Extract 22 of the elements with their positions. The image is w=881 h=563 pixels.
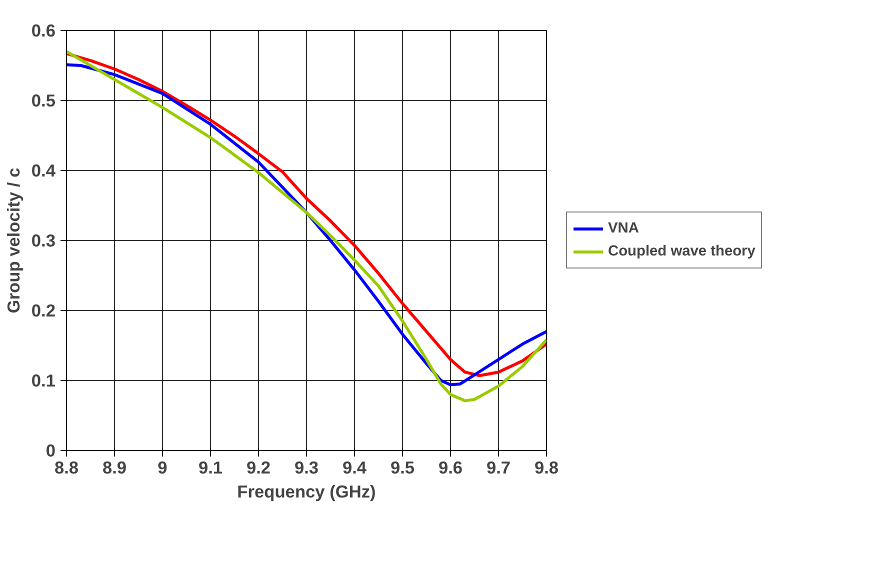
x-tick-label: 9.8 [534, 458, 559, 478]
x-tick-label: 9.4 [342, 458, 367, 478]
y-tick-label: 0.6 [31, 20, 56, 40]
x-tick-label: 9 [158, 458, 168, 478]
x-tick-label: 9.6 [438, 458, 463, 478]
x-tick-label: 8.9 [102, 458, 127, 478]
x-tick-label: 9.7 [486, 458, 511, 478]
y-tick-label: 0 [46, 440, 56, 460]
x-axis-title: Frequency (GHz) [237, 482, 376, 502]
x-tick-label: 9.1 [198, 458, 223, 478]
y-axis-title: Group velocity / c [3, 167, 24, 314]
y-tick-label: 0.3 [31, 230, 56, 250]
legend-label: VNA [608, 220, 639, 236]
legend-label: Coupled wave theory [608, 244, 756, 260]
x-tick-label: 9.5 [390, 458, 415, 478]
x-tick-label: 9.3 [294, 458, 319, 478]
y-tick-label: 0.4 [31, 160, 56, 180]
y-tick-label: 0.5 [31, 90, 56, 110]
y-tick-label: 0.1 [31, 370, 56, 390]
x-tick-label: 9.2 [246, 458, 271, 478]
x-tick-label: 8.8 [54, 458, 79, 478]
y-tick-label: 0.2 [31, 300, 56, 320]
